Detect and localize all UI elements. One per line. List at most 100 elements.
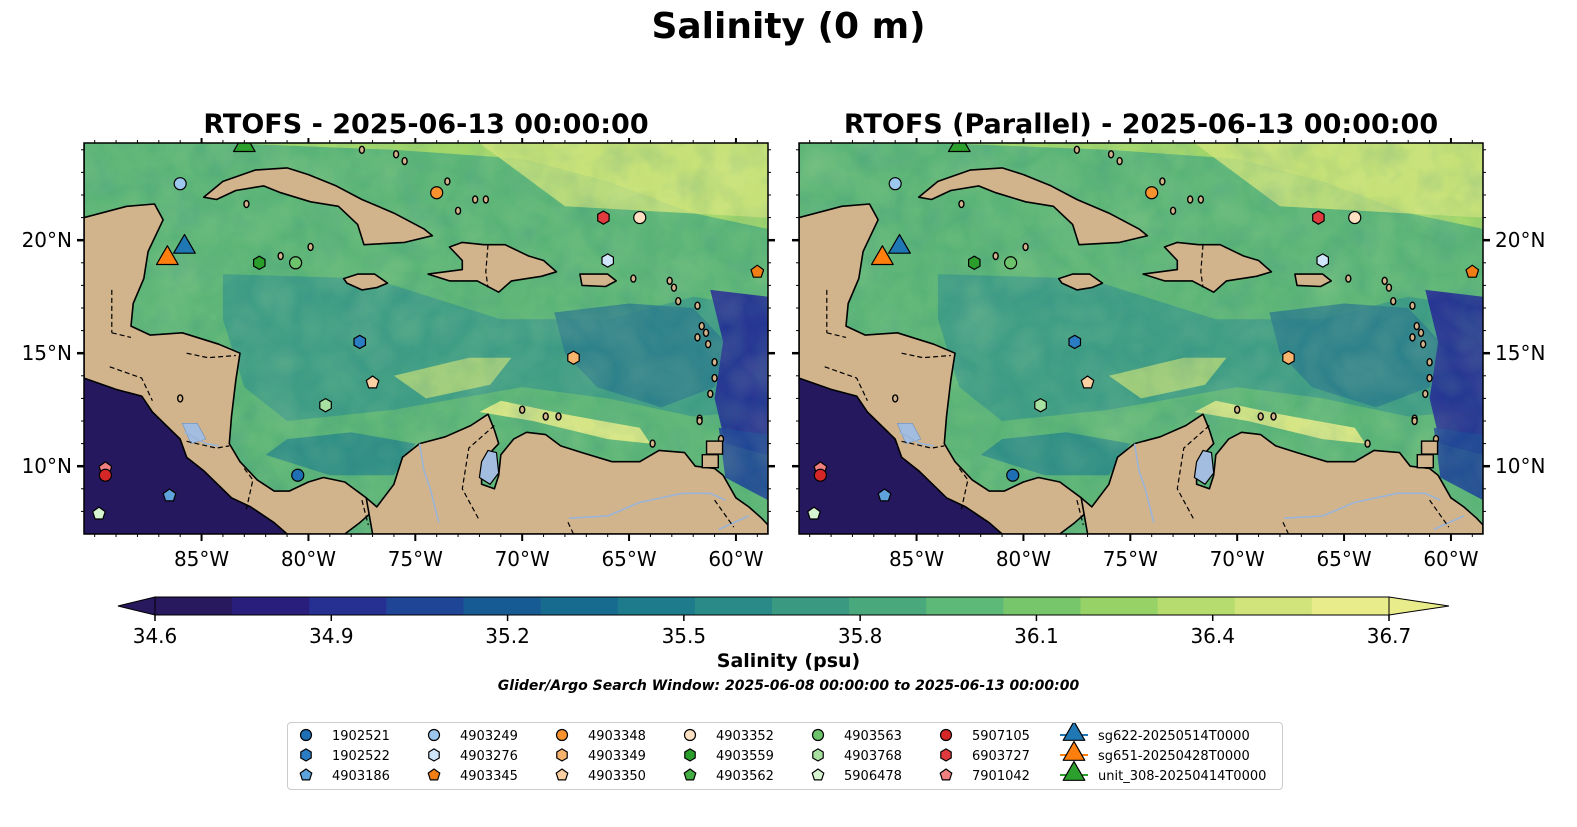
legend-label: 7901042 <box>972 769 1030 784</box>
island <box>694 301 701 310</box>
map-panel-primary: RTOFS - 2025-06-13 00:00:00 85°W 80°W 75°W 7… <box>22 109 775 571</box>
marker-4903352 <box>1348 210 1362 225</box>
island <box>1073 145 1081 154</box>
legend-item: 5906478 <box>811 768 902 784</box>
island <box>454 206 462 216</box>
river <box>1354 492 1441 504</box>
colorbar-tick-label: 36.7 <box>1367 624 1412 648</box>
island <box>1169 206 1177 216</box>
lon-tick-label: 85°W <box>889 547 944 571</box>
island <box>670 283 678 292</box>
country-border <box>485 244 489 288</box>
river <box>639 492 726 504</box>
country-border <box>901 352 951 359</box>
legend-marker <box>683 768 697 781</box>
land-puertoRico <box>1294 273 1332 288</box>
island <box>891 394 899 403</box>
country-border <box>566 520 575 534</box>
legend-marker <box>299 768 313 781</box>
marker-4903559 <box>253 255 266 270</box>
lon-tick-label: 70°W <box>1210 547 1265 571</box>
island <box>1107 150 1115 159</box>
legend-label: unit_308-20250414T0000 <box>1098 769 1266 784</box>
legend-label: sg622-20250514T0000 <box>1098 729 1250 744</box>
legend-item: 4903562 <box>683 768 774 784</box>
island <box>358 145 366 154</box>
island <box>698 321 705 331</box>
marker-4903276 <box>1316 253 1330 268</box>
marker-4903352 <box>633 210 647 225</box>
island <box>1186 195 1194 204</box>
legend-marker <box>555 768 569 781</box>
colorbar-segment <box>309 597 387 615</box>
country-border <box>1200 244 1204 288</box>
marker-4903249 <box>173 177 187 191</box>
colorbar-segment <box>694 597 773 615</box>
river <box>899 431 934 447</box>
island <box>702 328 710 338</box>
marker-5906478 <box>807 506 821 520</box>
search-window-caption: Glider/Argo Search Window: 2025-06-08 00… <box>497 678 1080 694</box>
country-border <box>901 440 945 449</box>
island <box>1426 373 1433 383</box>
legend-item: 4903350 <box>555 768 646 784</box>
marker-1902521 <box>1006 468 1020 482</box>
river <box>184 431 219 447</box>
country-border <box>243 468 254 510</box>
island <box>1411 416 1418 426</box>
marker-6903727 <box>597 210 610 225</box>
legend-marker <box>300 748 312 762</box>
island <box>1413 321 1420 331</box>
legend-label: 4903249 <box>460 729 518 744</box>
marker-unit_308-20250414T0000 <box>947 143 971 153</box>
island <box>666 276 673 286</box>
colorbar-extend-high <box>1388 596 1450 616</box>
land-southAmerica <box>1080 413 1483 534</box>
island <box>1417 328 1425 338</box>
lat-tick-label: 20°N <box>1495 228 1545 252</box>
lake-maracaibo <box>1193 449 1215 486</box>
legend-item: 4903563 <box>811 728 902 744</box>
colorbar-tick-label: 35.8 <box>838 624 883 648</box>
marker-4903349 <box>567 350 580 365</box>
river <box>418 443 440 523</box>
colorbar-tick-label: 35.2 <box>485 624 530 648</box>
legend-marker <box>812 748 824 762</box>
marker-unit_308-20250414T0000 <box>232 143 256 153</box>
marker-5907105 <box>813 468 827 482</box>
island <box>649 439 656 448</box>
marker-4903350 <box>365 375 380 389</box>
island <box>1419 339 1427 349</box>
legend-label: 4903186 <box>332 769 390 784</box>
marker-4903348 <box>1145 186 1159 200</box>
legend-item: 4903276 <box>428 748 518 764</box>
island <box>1426 358 1433 367</box>
island <box>958 199 965 209</box>
colorbar-tick-label: 34.6 <box>133 624 178 648</box>
colorbar-tick-label: 36.4 <box>1190 624 1235 648</box>
legend-marker <box>683 728 697 742</box>
marker-5906478 <box>92 506 106 520</box>
colorbar-frame <box>154 596 1390 616</box>
island <box>471 195 479 204</box>
country-border <box>714 499 735 528</box>
legend-item: 6903727 <box>940 748 1030 764</box>
legend-item: 4903345 <box>427 768 518 784</box>
island <box>277 251 284 261</box>
legend-item: 4903186 <box>299 768 390 784</box>
river <box>718 515 750 531</box>
island <box>1197 195 1205 204</box>
island <box>482 195 490 204</box>
country-border <box>109 366 153 401</box>
marker-4903768 <box>1034 398 1047 413</box>
colorbar-segment <box>1157 597 1236 615</box>
island <box>1364 439 1371 448</box>
country-border <box>826 332 847 338</box>
legend-label: 6903727 <box>972 749 1030 764</box>
legend-label: 5906478 <box>844 769 902 784</box>
colorbar-segment <box>463 597 542 615</box>
colorbar-segment <box>849 597 927 615</box>
island <box>1390 297 1397 306</box>
figure-title: Salinity (0 m) <box>651 6 926 47</box>
